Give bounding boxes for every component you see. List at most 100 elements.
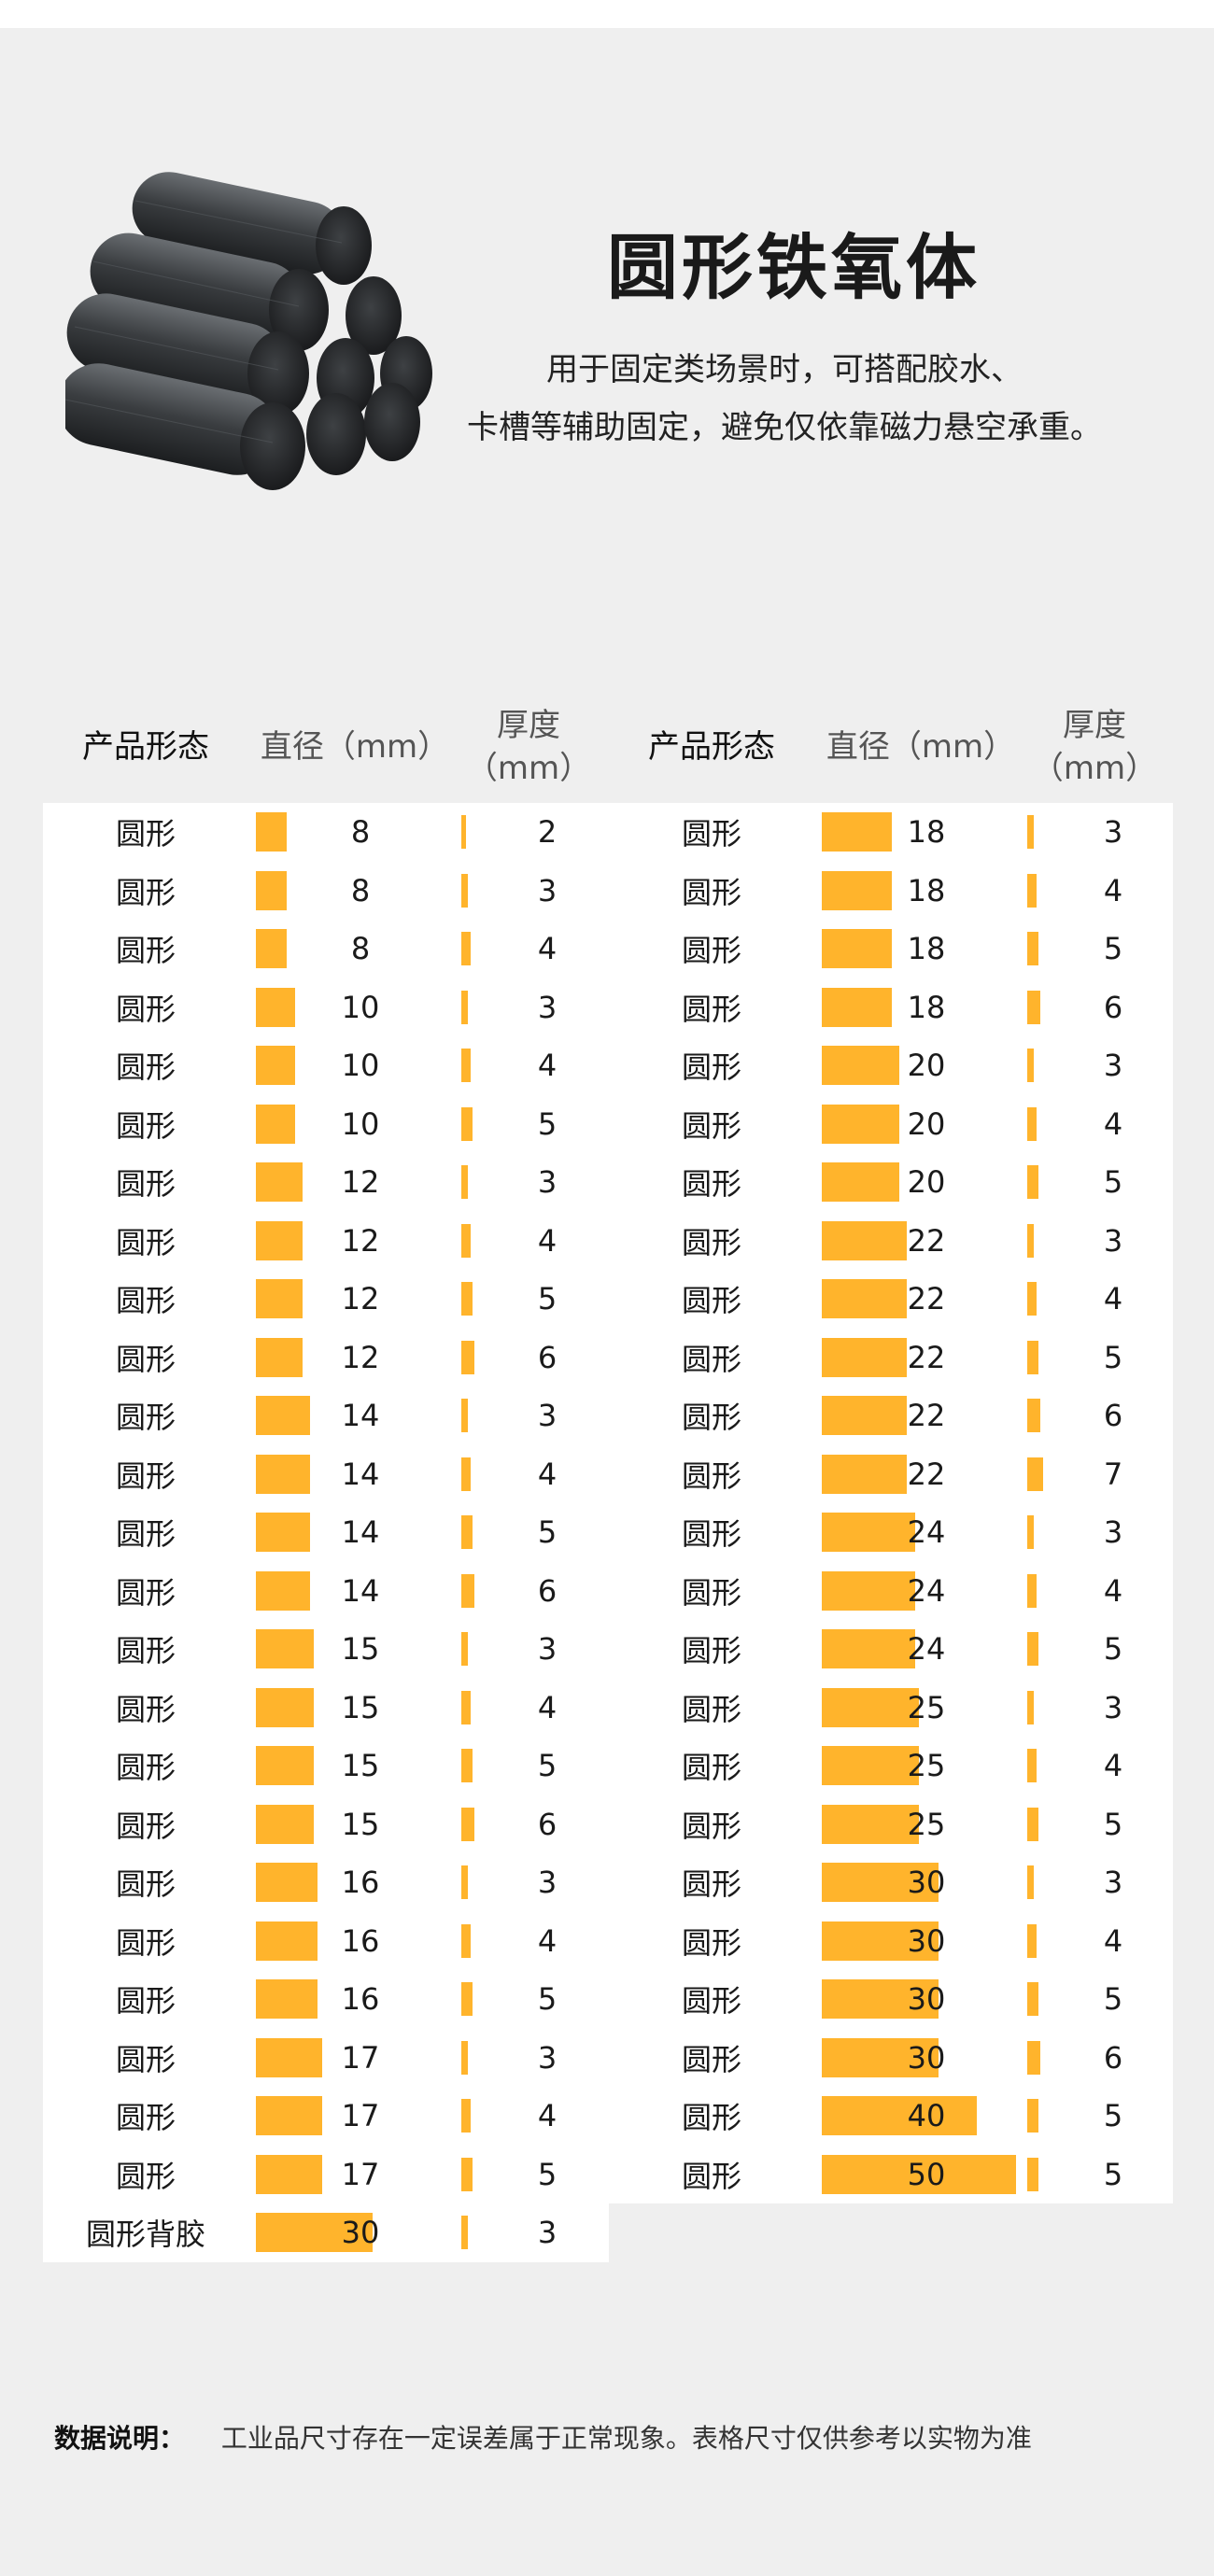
diameter-value: 20 bbox=[907, 1105, 946, 1142]
diameter-bar bbox=[256, 812, 288, 852]
shape-cell: 圆形 bbox=[115, 2158, 176, 2194]
table-row: 圆形 10 5 bbox=[43, 1095, 609, 1153]
thickness-bar bbox=[461, 1457, 471, 1491]
table-row: 圆形 30 6 bbox=[609, 2029, 1173, 2087]
thickness-bar bbox=[1027, 2099, 1038, 2133]
description-line-1: 用于固定类场景时，可搭配胶水、 bbox=[546, 351, 1023, 388]
diameter-bar bbox=[256, 1104, 295, 1144]
shape-cell: 圆形 bbox=[681, 1516, 741, 1552]
diameter-value: 8 bbox=[350, 872, 371, 908]
thickness-bar bbox=[1027, 1690, 1035, 1724]
diameter-bar bbox=[256, 2213, 373, 2252]
thickness-value: 5 bbox=[537, 1981, 558, 2017]
table-row: 圆形 8 4 bbox=[43, 920, 609, 978]
thickness-bar bbox=[461, 2040, 469, 2075]
shape-cell: 圆形 bbox=[115, 816, 176, 852]
note-text: 工业品尺寸存在一定误差属于正常现象。表格尺寸仅供参考以实物为准 bbox=[220, 2423, 1032, 2454]
header-thickness: 厚度 （mm） bbox=[454, 696, 603, 798]
diameter-value: 24 bbox=[907, 1631, 946, 1667]
thickness-value: 3 bbox=[1103, 814, 1123, 850]
diameter-bar bbox=[822, 1687, 919, 1727]
diameter-bar bbox=[256, 1629, 315, 1668]
thickness-value: 4 bbox=[1103, 1748, 1123, 1783]
thickness-bar bbox=[1027, 1340, 1038, 1374]
diameter-value: 15 bbox=[341, 1689, 380, 1725]
thickness-value: 3 bbox=[1103, 1048, 1123, 1083]
thickness-value: 5 bbox=[537, 1514, 558, 1550]
table-row: 圆形 24 5 bbox=[609, 1620, 1173, 1678]
thickness-value: 3 bbox=[537, 872, 558, 908]
diameter-bar bbox=[822, 2037, 939, 2077]
thickness-value: 5 bbox=[1103, 1339, 1123, 1375]
shape-cell: 圆形 bbox=[681, 1691, 741, 1727]
thickness-bar bbox=[461, 1923, 471, 1958]
shape-cell: 圆形 bbox=[681, 816, 741, 852]
diameter-value: 17 bbox=[341, 2039, 380, 2076]
shape-cell: 圆形 bbox=[681, 1924, 741, 1961]
ferrite-magnets-image bbox=[65, 172, 432, 490]
table-row: 圆形 15 5 bbox=[43, 1737, 609, 1795]
thickness-value: 4 bbox=[1103, 1281, 1123, 1316]
thickness-bar bbox=[1027, 1106, 1037, 1141]
diameter-bar bbox=[822, 987, 892, 1027]
thickness-value: 4 bbox=[537, 1456, 558, 1492]
thickness-bar bbox=[1027, 1749, 1037, 1782]
diameter-bar bbox=[822, 1921, 939, 1961]
shape-cell: 圆形 bbox=[681, 1400, 741, 1435]
diameter-bar bbox=[822, 1513, 915, 1552]
table-row: 圆形 14 4 bbox=[43, 1445, 609, 1503]
table-row: 圆形 40 5 bbox=[609, 2087, 1173, 2145]
thickness-bar bbox=[1027, 1399, 1041, 1432]
shape-cell: 圆形背胶 bbox=[85, 2217, 205, 2252]
diameter-value: 25 bbox=[907, 1806, 946, 1842]
thickness-value: 5 bbox=[537, 1105, 558, 1142]
diameter-value: 30 bbox=[907, 2039, 946, 2076]
shape-cell: 圆形 bbox=[681, 1166, 741, 1202]
diameter-bar bbox=[822, 1162, 899, 1202]
table-row: 圆形 17 3 bbox=[43, 2029, 609, 2087]
diameter-bar bbox=[822, 870, 892, 910]
thickness-bar bbox=[1027, 932, 1038, 965]
table-right: 圆形 18 3 圆形 18 4 圆形 18 5 圆形 18 6 圆形 20 3 圆形 20 4 圆形 20 5 圆形 22 3… bbox=[609, 803, 1173, 2203]
shape-cell: 圆形 bbox=[115, 1983, 176, 2019]
diameter-bar bbox=[822, 1220, 908, 1260]
shape-cell: 圆形 bbox=[681, 1866, 741, 1902]
thickness-bar bbox=[461, 1049, 471, 1082]
table-header-left: 产品形态 直径（mm） 厚度 （mm） bbox=[43, 696, 603, 798]
thickness-value: 2 bbox=[537, 814, 558, 850]
diameter-value: 14 bbox=[341, 1456, 380, 1492]
diameter-value: 17 bbox=[341, 2098, 380, 2133]
thickness-value: 4 bbox=[1103, 1572, 1123, 1609]
shape-cell: 圆形 bbox=[115, 874, 176, 910]
diameter-value: 22 bbox=[907, 1456, 946, 1492]
shape-cell: 圆形 bbox=[681, 1633, 741, 1668]
thickness-value: 6 bbox=[1103, 2039, 1123, 2076]
diameter-bar bbox=[256, 1570, 311, 1611]
thickness-bar bbox=[461, 815, 466, 849]
table-row: 圆形 10 3 bbox=[43, 978, 609, 1036]
description: 用于固定类场景时，可搭配胶水、 卡槽等辅助固定，避免仅依靠磁力悬空承重。 bbox=[411, 341, 1158, 457]
shape-cell: 圆形 bbox=[681, 874, 741, 910]
diameter-bar bbox=[256, 1804, 315, 1844]
thickness-bar bbox=[1027, 1865, 1035, 1899]
thickness-value: 3 bbox=[1103, 1514, 1123, 1550]
diameter-bar bbox=[256, 1746, 315, 1785]
table-row: 圆形 22 5 bbox=[609, 1329, 1173, 1387]
header-diameter: 直径（mm） bbox=[260, 728, 450, 766]
diameter-bar bbox=[256, 1687, 315, 1727]
table-row: 圆形 15 3 bbox=[43, 1620, 609, 1678]
diameter-value: 22 bbox=[907, 1281, 946, 1316]
diameter-value: 30 bbox=[907, 1981, 946, 2017]
diameter-bar bbox=[822, 1454, 908, 1494]
diameter-value: 14 bbox=[341, 1514, 380, 1550]
thickness-bar bbox=[1027, 1457, 1043, 1491]
diameter-value: 15 bbox=[341, 1806, 380, 1842]
thickness-bar bbox=[1027, 873, 1037, 908]
diameter-bar bbox=[256, 1279, 303, 1318]
hero-section: 圆形铁氧体 用于固定类场景时，可搭配胶水、 卡槽等辅助固定，避免仅依靠磁力悬空承… bbox=[0, 28, 1214, 616]
table-row: 圆形 16 3 bbox=[43, 1853, 609, 1911]
thickness-bar bbox=[1027, 1282, 1037, 1316]
thickness-value: 4 bbox=[537, 1922, 558, 1959]
diameter-bar bbox=[256, 1921, 318, 1961]
thickness-bar bbox=[1027, 815, 1035, 849]
